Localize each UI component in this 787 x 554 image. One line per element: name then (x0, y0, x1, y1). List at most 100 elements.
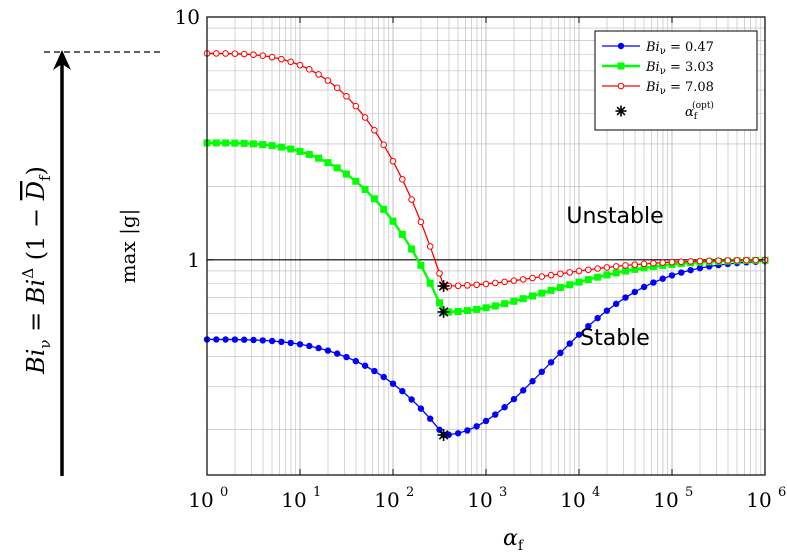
series-marker-1 (556, 284, 564, 292)
series-marker-1 (519, 295, 527, 303)
series-marker-2 (696, 257, 704, 265)
x-tick-label: 10 (188, 488, 213, 512)
series-marker-2 (724, 257, 732, 264)
series-marker-0 (306, 342, 313, 350)
series-marker-0 (603, 307, 611, 314)
series-marker-2 (594, 265, 601, 272)
series-marker-2 (333, 84, 341, 92)
series-marker-0 (454, 430, 462, 437)
series-marker-0 (268, 337, 276, 345)
legend-marker-optimum (615, 105, 627, 117)
vertical-arrow-head (53, 50, 71, 70)
series-marker-2 (529, 274, 536, 282)
series-marker-1 (594, 273, 602, 281)
optimum-point (437, 280, 450, 293)
series-marker-0 (222, 336, 229, 343)
series-marker-1 (315, 154, 323, 162)
series-marker-2 (612, 263, 620, 270)
series-marker-2 (399, 176, 406, 183)
series-marker-2 (324, 77, 332, 84)
series-marker-0 (417, 405, 425, 412)
series-marker-1 (287, 145, 295, 153)
series-marker-0 (343, 353, 350, 361)
series-marker-1 (463, 307, 471, 315)
optimum-point (437, 305, 450, 318)
y-tick-label-1: 1 (187, 248, 200, 272)
series-marker-1 (529, 292, 536, 300)
series-marker-2 (315, 71, 322, 78)
series-marker-1 (380, 205, 388, 213)
series-marker-1 (417, 261, 425, 269)
series-marker-1 (240, 139, 248, 147)
series-marker-0 (241, 336, 248, 343)
series-marker-0 (575, 331, 583, 338)
series-marker-2 (575, 267, 583, 275)
series-marker-2 (603, 264, 611, 271)
series-marker-1 (212, 139, 220, 147)
series-marker-1 (584, 276, 592, 284)
series-marker-1 (222, 139, 230, 147)
unstable-label: Unstable (566, 204, 663, 229)
series-marker-1 (566, 281, 574, 289)
series-marker-2 (278, 55, 285, 63)
series-marker-2 (296, 61, 304, 69)
series-marker-0 (408, 396, 415, 403)
series-marker-0 (687, 266, 694, 274)
series-marker-1 (277, 143, 285, 151)
series-marker-0 (501, 404, 508, 411)
optimum-markers (437, 280, 450, 441)
series-marker-0 (287, 339, 294, 347)
series-marker-2 (250, 51, 257, 58)
series-marker-2 (687, 258, 694, 265)
series-marker-2 (482, 280, 490, 288)
series-marker-0 (557, 349, 564, 357)
optimum-point-stroke (438, 307, 449, 317)
x-tick-exponent: 5 (685, 485, 693, 500)
series-marker-2 (287, 58, 295, 66)
series-marker-2 (501, 278, 508, 286)
legend-marker-2 (617, 82, 625, 90)
series-marker-0 (427, 415, 434, 422)
series-marker-2 (640, 260, 648, 268)
series-marker-0 (389, 380, 397, 387)
series-marker-2 (231, 50, 239, 57)
series-marker-0 (324, 347, 332, 354)
series-marker-2 (585, 266, 592, 274)
series-marker-2 (473, 281, 481, 289)
series-marker-2 (650, 259, 657, 267)
series-marker-2 (519, 276, 527, 283)
series-marker-2 (743, 256, 750, 264)
series-marker-1 (622, 267, 629, 275)
series-marker-0 (482, 417, 490, 425)
series-marker-0 (585, 322, 592, 330)
axis-ticks (206, 16, 766, 475)
grid-lines (206, 17, 765, 475)
series-marker-2 (733, 257, 741, 264)
x-axis-label: αf (503, 526, 525, 554)
series-marker-0 (678, 269, 685, 276)
series-marker-1 (250, 140, 257, 148)
x-tick-label: 10 (467, 488, 492, 512)
series-marker-1 (231, 139, 239, 147)
series-marker-2 (408, 196, 415, 203)
series-marker-0 (566, 340, 573, 347)
x-tick-label: 10 (281, 488, 306, 512)
y-axis-label: max |g| (116, 209, 141, 284)
series-marker-0 (473, 423, 480, 430)
series-marker-1 (454, 307, 462, 315)
series-marker-1 (538, 289, 546, 297)
series-marker-1 (575, 278, 583, 286)
series-marker-0 (668, 272, 676, 279)
series-marker-2 (436, 270, 443, 277)
legend-label-2: Biν = 7.08 (645, 80, 714, 97)
series-marker-2 (492, 279, 499, 287)
series-marker-0 (631, 288, 638, 296)
series-marker-1 (268, 142, 276, 150)
series-marker-1 (491, 302, 499, 310)
series-marker-1 (370, 195, 378, 203)
series-marker-1 (547, 286, 555, 294)
series-marker-0 (650, 279, 657, 286)
series-marker-0 (510, 395, 518, 403)
series-marker-0 (250, 336, 257, 344)
series-marker-1 (352, 177, 360, 185)
